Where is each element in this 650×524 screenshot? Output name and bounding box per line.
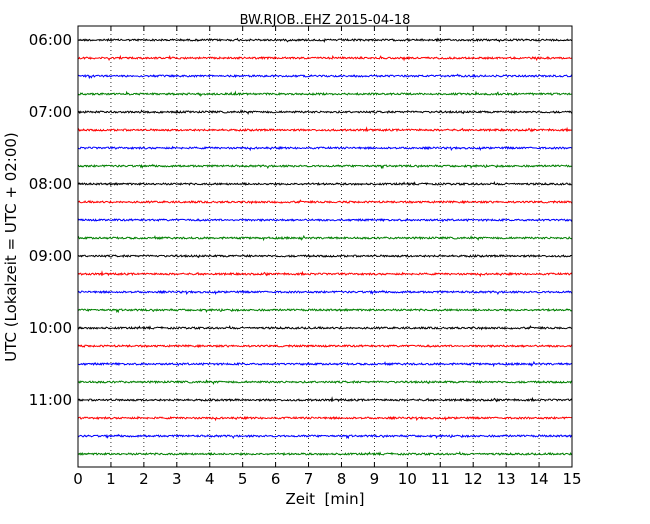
seismic-trace-0730 (77, 145, 573, 152)
seismic-trace-0745 (77, 163, 573, 170)
seismic-trace-1045 (77, 379, 573, 386)
seismic-trace-1015 (77, 343, 573, 349)
seismic-trace-0715 (77, 126, 573, 133)
x-tick-label: 13 (497, 470, 516, 488)
x-tick-label: 4 (205, 470, 215, 488)
x-tick-label: 3 (172, 470, 182, 488)
seismic-trace-1100 (77, 396, 573, 403)
seismic-trace-1130 (77, 433, 573, 440)
seismic-trace-0930 (77, 289, 573, 296)
seismic-trace-0945 (77, 307, 573, 314)
x-tick-label: 9 (370, 470, 380, 488)
chart-title: BW.RJOB..EHZ 2015-04-18 (240, 13, 411, 28)
seismic-trace-0915 (77, 270, 573, 278)
y-tick-label: 08:00 (29, 175, 72, 193)
seismic-trace-1115 (77, 415, 573, 422)
x-tick-label: 2 (139, 470, 149, 488)
x-tick-label: 10 (398, 470, 417, 488)
x-tick-label: 11 (431, 470, 450, 488)
x-tick-label: 15 (562, 470, 581, 488)
y-axis-label: UTC (Lokalzeit = UTC + 02:00) (2, 132, 20, 362)
seismic-trace-0900 (77, 253, 573, 259)
x-tick-label: 0 (73, 470, 83, 488)
y-tick-label: 07:00 (29, 103, 72, 121)
x-tick-label: 6 (271, 470, 281, 488)
y-tick-label: 06:00 (29, 31, 72, 49)
plot-frame (77, 25, 573, 468)
y-tick-label: 09:00 (29, 247, 72, 265)
seismic-trace-0845 (77, 234, 573, 242)
y-axis-ticks: 06:00 07:00 08:00 09:00 10:00 11:00 (29, 31, 83, 409)
seismic-trace-0630 (77, 73, 573, 80)
y-tick-label: 10:00 (29, 319, 72, 337)
x-tick-label: 5 (238, 470, 248, 488)
seismic-trace-0700 (77, 109, 573, 116)
seismic-trace-1145 (77, 450, 573, 457)
seismic-trace-0615 (77, 54, 573, 62)
seismic-trace-0830 (77, 218, 573, 223)
y-tick-label: 11:00 (29, 391, 72, 409)
seismic-trace-0815 (77, 199, 573, 205)
seismic-trace-0600 (77, 37, 572, 43)
seismic-trace-0800 (77, 180, 573, 187)
x-tick-label: 14 (530, 470, 549, 488)
x-tick-label: 1 (106, 470, 116, 488)
seismic-trace-0645 (77, 90, 573, 97)
x-axis-label: Zeit [min] (285, 490, 364, 508)
x-tick-label: 7 (304, 470, 314, 488)
x-tick-label: 12 (464, 470, 483, 488)
seismic-trace-1030 (77, 360, 573, 368)
seismic-trace-1000 (77, 324, 573, 331)
seismic-traces (77, 37, 573, 457)
vertical-grid (110, 26, 540, 467)
x-axis-ticks: 0 1 2 3 4 5 6 7 8 9 10 11 12 13 14 15 (73, 26, 582, 488)
x-tick-label: 8 (337, 470, 347, 488)
